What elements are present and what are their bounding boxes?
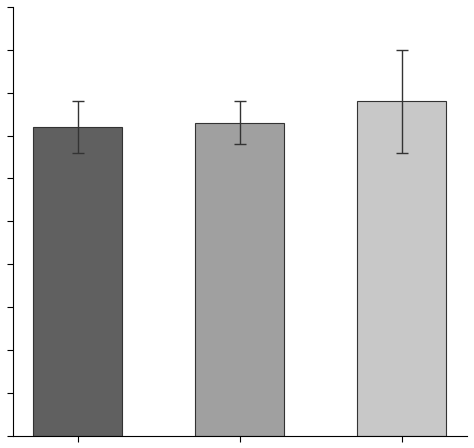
Bar bbox=[357, 101, 447, 435]
Bar bbox=[33, 127, 122, 435]
Bar bbox=[195, 123, 284, 435]
